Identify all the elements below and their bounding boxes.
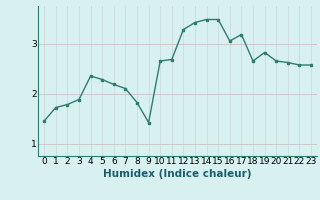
X-axis label: Humidex (Indice chaleur): Humidex (Indice chaleur): [103, 169, 252, 179]
